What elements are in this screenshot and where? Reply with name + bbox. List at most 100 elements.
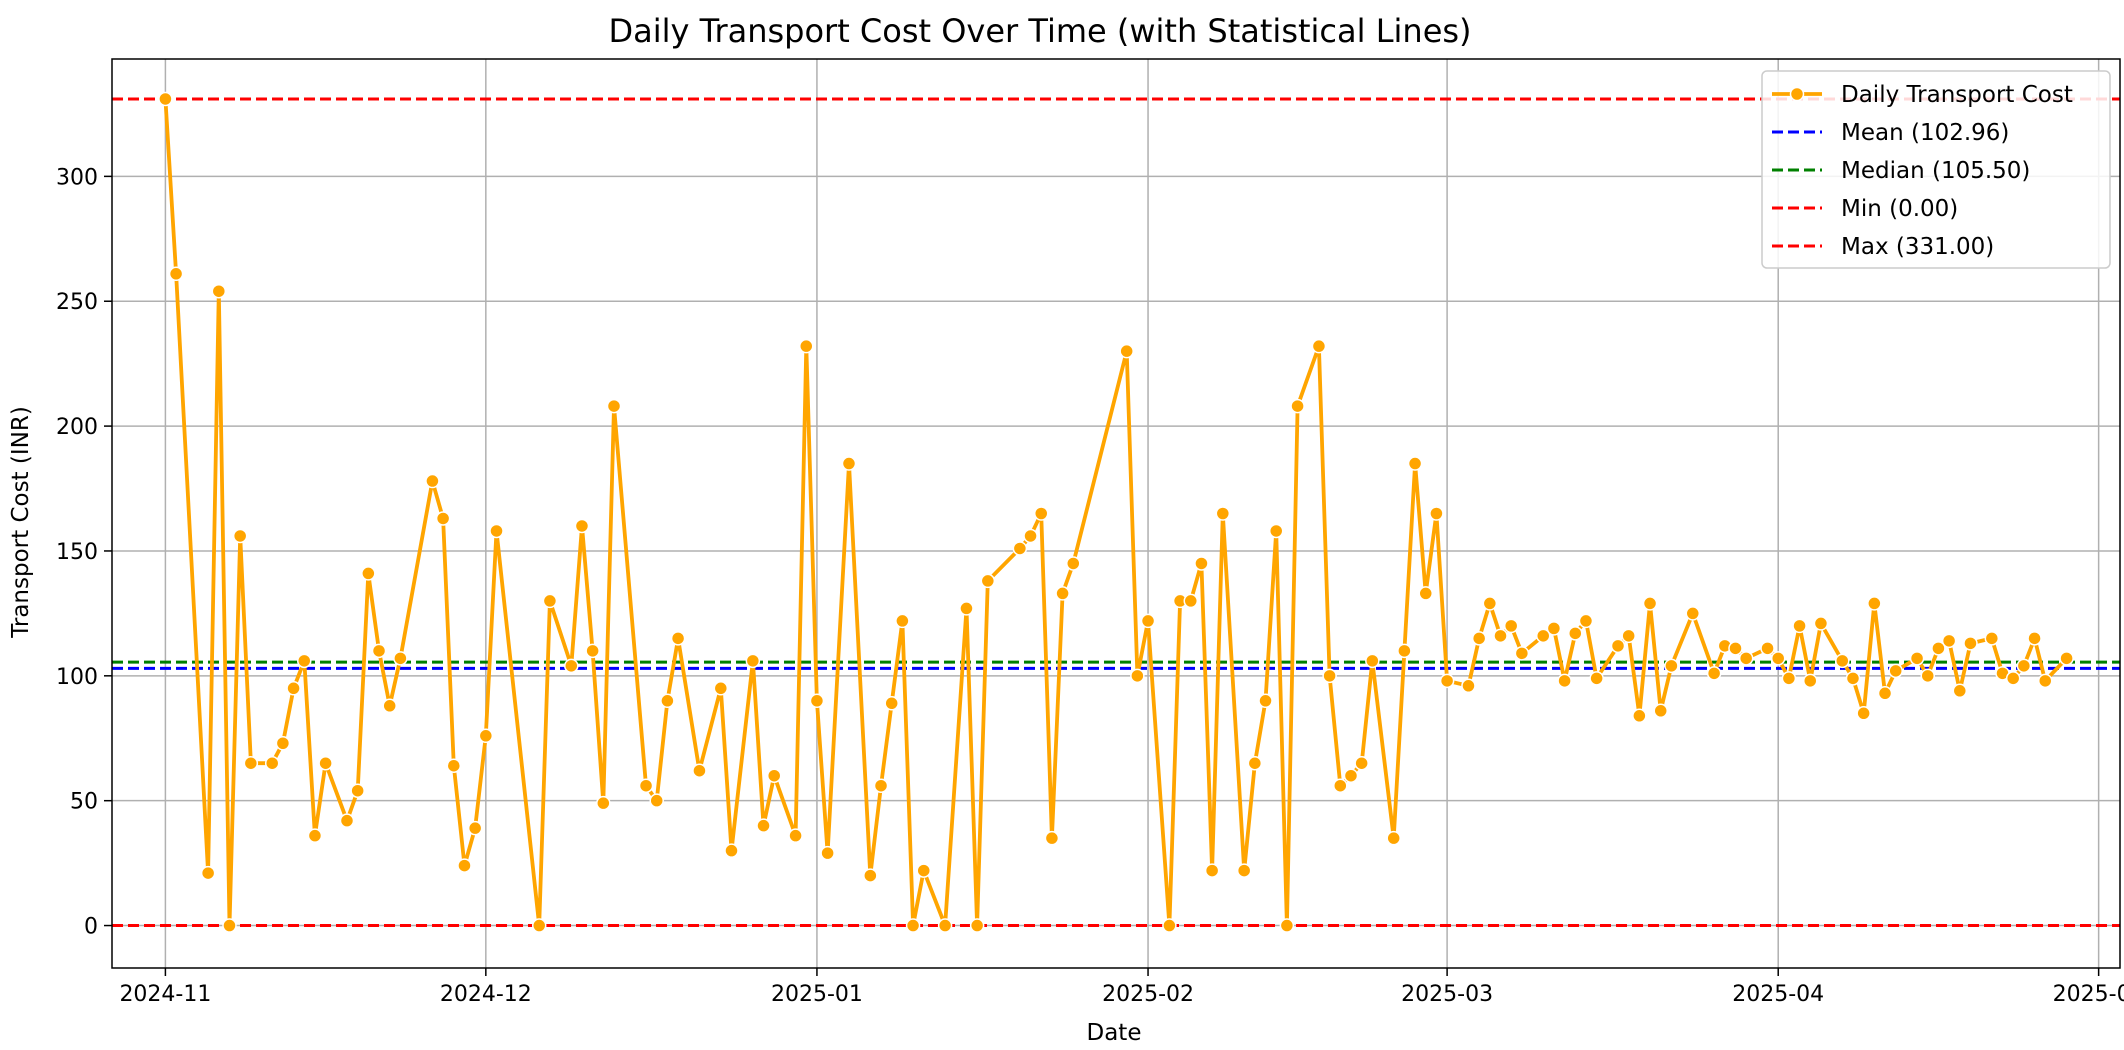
data-point (393, 651, 408, 666)
data-point (841, 456, 857, 471)
data-point (606, 398, 622, 414)
legend-entry-label: Mean (102.96) (1841, 120, 2009, 146)
data-point (1066, 556, 1081, 571)
data-point (788, 828, 803, 843)
data-point (937, 918, 953, 933)
data-point (1386, 830, 1401, 846)
data-point (1033, 506, 1049, 521)
data-point (1461, 678, 1476, 694)
data-point (307, 828, 323, 843)
y-tick-label: 0 (84, 915, 98, 940)
data-point (1140, 613, 1156, 629)
data-point (1354, 755, 1369, 771)
data-point (1055, 586, 1070, 601)
data-point (916, 863, 931, 878)
x-tick-label: 2025-01 (771, 982, 863, 1007)
data-point (969, 918, 985, 933)
data-point (670, 631, 686, 646)
data-point (1941, 633, 1957, 649)
data-point (756, 818, 771, 833)
data-point (1621, 628, 1636, 644)
legend-entry-label: Median (105.50) (1841, 158, 2030, 184)
data-point (200, 865, 216, 881)
data-point (1984, 631, 2000, 646)
data-point (980, 573, 996, 589)
y-tick-label: 200 (56, 415, 98, 440)
data-point (1685, 606, 1701, 621)
data-point (1642, 596, 1658, 611)
data-point (1781, 671, 1797, 686)
legend-marker (1789, 86, 1805, 102)
data-point (531, 918, 547, 933)
data-point (1610, 638, 1626, 654)
data-point (1119, 343, 1134, 359)
x-axis-label: Date (1087, 1020, 1142, 1046)
y-tick-label: 100 (56, 665, 98, 690)
data-point (1204, 863, 1220, 878)
data-point (1311, 338, 1327, 354)
x-tick-label: 2024-12 (440, 982, 532, 1007)
data-point (1397, 643, 1412, 659)
data-point (596, 795, 611, 811)
data-point (243, 755, 259, 771)
data-point (1760, 641, 1775, 656)
data-point (1471, 631, 1487, 646)
data-point (1247, 755, 1263, 771)
chart-title: Daily Transport Cost Over Time (with Sta… (608, 12, 1471, 50)
y-axis-label: Transport Cost (INR) (8, 406, 34, 639)
data-point (275, 735, 291, 751)
data-point (1931, 641, 1946, 656)
axis-ticks: 2024-11 2024-12 2025-01 2025-02 2025-03 2025-… (56, 165, 2124, 1007)
data-point (1333, 778, 1348, 793)
data-point (649, 793, 664, 808)
data-point (1578, 613, 1594, 629)
data-point (1268, 523, 1284, 539)
x-tick-label: 2024-11 (119, 982, 211, 1007)
data-point (1738, 651, 1754, 666)
data-point (1429, 506, 1444, 521)
data-point (564, 658, 579, 674)
data-point (286, 681, 301, 696)
data-point (1044, 830, 1060, 846)
data-point (745, 653, 761, 669)
data-point (339, 813, 355, 828)
data-point (1343, 768, 1359, 783)
data-point (1845, 671, 1861, 686)
data-point (168, 266, 184, 282)
data-point (1909, 651, 1925, 666)
data-point (1867, 596, 1882, 611)
data-point (724, 843, 739, 858)
data-point (1183, 593, 1199, 609)
data-point (542, 593, 558, 609)
data-point (809, 693, 825, 709)
data-point (2027, 631, 2042, 646)
data-point (382, 698, 397, 714)
data-point (638, 778, 654, 793)
data-point (1535, 628, 1551, 644)
data-point (1664, 658, 1679, 674)
y-tick-label: 300 (56, 165, 98, 190)
data-point (863, 868, 878, 883)
x-tick-label: 2025-05 (2053, 982, 2124, 1007)
data-point (1770, 651, 1786, 666)
data-point (574, 518, 590, 534)
data-point (1963, 636, 1978, 651)
data-point (959, 601, 974, 616)
data-point (2005, 671, 2021, 686)
data-point (489, 523, 504, 539)
data-point (1023, 528, 1038, 544)
data-point (1813, 616, 1829, 631)
data-point (2059, 651, 2074, 666)
data-point (820, 845, 835, 861)
plot-frame (111, 58, 2121, 969)
data-point (1728, 641, 1743, 656)
data-point (895, 613, 910, 629)
data-point (585, 643, 600, 659)
legend-entry-label: Min (0.00) (1841, 196, 1958, 222)
data-point (1706, 666, 1722, 681)
data-point (264, 755, 280, 771)
legend-entry-label: Max (331.00) (1841, 234, 1994, 260)
data-point (425, 473, 440, 489)
data-point (799, 338, 814, 354)
